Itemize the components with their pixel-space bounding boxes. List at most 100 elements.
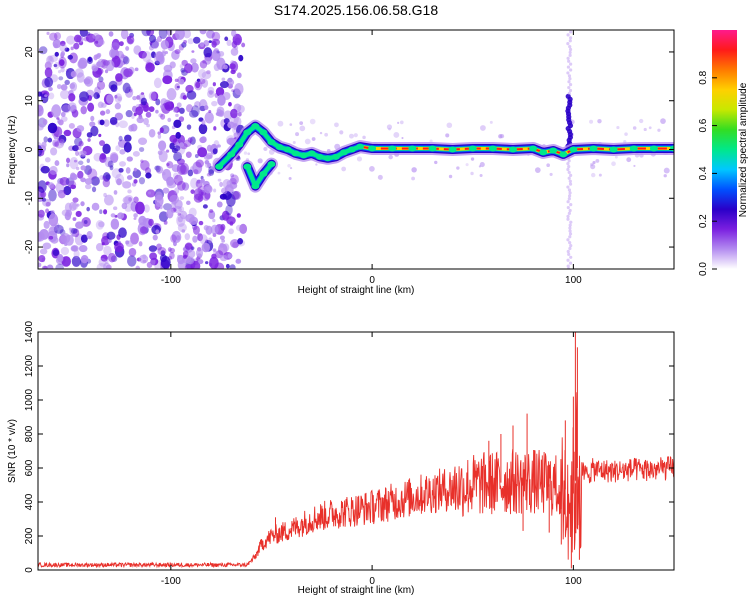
vertical-feature-dot <box>566 65 571 69</box>
noise-blob <box>110 84 118 93</box>
noise-blob <box>73 42 80 50</box>
noise-blob <box>221 187 228 194</box>
noise-blob <box>118 167 124 173</box>
noise-blob <box>166 88 177 101</box>
noise-blob <box>49 54 58 63</box>
speckle <box>289 166 293 170</box>
noise-blob <box>149 252 158 261</box>
noise-blob <box>229 264 236 269</box>
noise-blob <box>60 246 70 256</box>
noise-blob <box>174 30 185 40</box>
ridge-blob <box>307 150 316 157</box>
noise-blob <box>173 151 182 162</box>
noise-blob <box>58 59 65 67</box>
speckle <box>479 162 485 168</box>
noise-blob <box>122 196 132 204</box>
noise-blob <box>126 175 133 180</box>
noise-blob <box>155 229 160 234</box>
snr-ytick-label: 400 <box>24 493 35 510</box>
noise-blob <box>50 210 55 215</box>
noise-blob <box>194 79 203 91</box>
speckle <box>411 176 415 181</box>
noise-blob <box>172 106 178 113</box>
noise-blob <box>136 116 144 124</box>
noise-blob <box>166 176 175 186</box>
noise-blob <box>138 215 147 226</box>
snr-xtick-label: -100 <box>161 576 181 587</box>
snr-ytick-label: 0 <box>24 567 35 573</box>
noise-blob <box>70 173 78 181</box>
noise-blob <box>211 31 221 42</box>
noise-blob <box>199 234 208 245</box>
speckle <box>299 125 306 132</box>
noise-blob <box>179 196 185 201</box>
noise-blob <box>87 168 98 180</box>
ridge-blob <box>649 145 658 152</box>
vertical-feature-dot <box>568 191 572 195</box>
vertical-feature-dot <box>566 167 570 172</box>
noise-blob <box>59 138 65 146</box>
ridge-blob <box>589 145 598 152</box>
snr-frame <box>37 331 675 571</box>
speckle <box>399 120 404 125</box>
noise-blob <box>127 255 137 267</box>
noise-blob <box>140 159 144 163</box>
noise-blob <box>236 213 241 218</box>
noise-blob <box>184 263 193 269</box>
noise-blob <box>213 188 217 193</box>
noise-blob <box>110 42 120 51</box>
noise-blob <box>148 91 157 101</box>
noise-blob <box>131 114 135 119</box>
noise-blob <box>133 112 137 117</box>
noise-blob <box>90 125 99 137</box>
noise-blob <box>155 165 164 174</box>
noise-blob <box>46 31 50 36</box>
noise-blob <box>56 84 62 90</box>
noise-blob <box>230 191 240 200</box>
noise-blob <box>195 81 201 89</box>
noise-blob <box>86 206 90 212</box>
vertical-feature-dot <box>569 36 573 40</box>
speckle <box>595 159 600 163</box>
vertical-feature-dot <box>568 241 572 245</box>
vertical-feature-dot <box>566 42 570 46</box>
noise-blob <box>60 84 68 91</box>
noise-blob <box>60 232 71 244</box>
noise-blob <box>133 167 137 172</box>
noise-blob <box>63 185 72 196</box>
noise-blob <box>215 111 221 117</box>
noise-blob <box>162 75 173 85</box>
noise-blob <box>210 224 219 235</box>
noise-blob <box>219 254 228 262</box>
vertical-feature-dot <box>566 214 570 218</box>
speckle <box>277 120 284 127</box>
noise-blob <box>199 60 208 69</box>
vertical-feature-dot <box>567 176 571 180</box>
noise-blob <box>78 140 84 147</box>
noise-blob <box>64 47 70 52</box>
noise-blob <box>192 36 201 44</box>
noise-blob <box>178 206 185 213</box>
noise-blob <box>70 70 77 78</box>
speckle <box>470 157 475 161</box>
noise-blob <box>146 30 155 37</box>
noise-blob <box>184 63 193 74</box>
noise-blob <box>103 262 111 269</box>
speckle <box>633 164 636 168</box>
noise-blob <box>107 252 116 263</box>
speckle <box>429 139 433 143</box>
ridge-blob <box>670 145 674 152</box>
noise-blob <box>95 243 104 252</box>
noise-blob <box>219 181 223 188</box>
noise-blob <box>48 235 54 240</box>
noise-blob <box>89 121 96 127</box>
speckle <box>288 176 292 181</box>
noise-blob <box>100 254 108 262</box>
noise-blob <box>44 67 53 78</box>
colorbar-tick-label: 0.4 <box>698 166 709 180</box>
noise-blob <box>223 110 233 120</box>
noise-blob <box>103 209 108 215</box>
noise-blob <box>38 262 42 268</box>
noise-blob <box>87 102 95 112</box>
